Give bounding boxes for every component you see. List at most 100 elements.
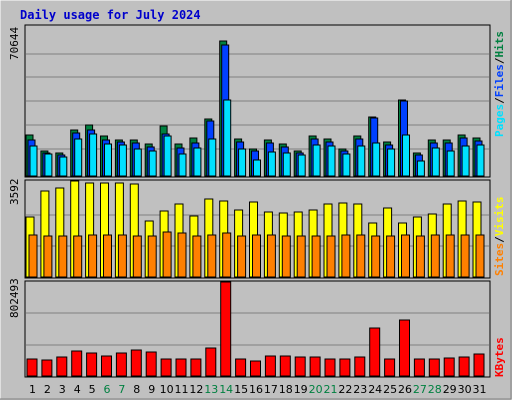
xtick-label: 9 [148,383,155,396]
bar-pages [44,153,53,177]
bar-kbytes [115,352,127,377]
bar-sites [445,234,455,278]
xtick-label: 24 [368,383,382,396]
bar-kbytes [56,356,68,377]
xtick-label: 5 [89,383,96,396]
bar-pages [402,134,410,177]
bar-kbytes [369,327,381,377]
bar-sites [356,234,366,278]
xtick-label: 4 [74,383,81,396]
xtick-label: 14 [219,383,233,396]
bar-kbytes [354,356,366,377]
bar-kbytes [264,355,276,377]
bar-sites [475,234,485,278]
legend-sites: Sites [493,243,506,276]
bar-pages [446,150,455,177]
bar-pages [312,144,321,177]
bar-kbytes [309,356,321,377]
bar-pages [431,147,440,177]
bar-pages [193,147,202,177]
bar-kbytes [279,355,291,377]
ytick-label-middle: 3592 [8,179,21,206]
bar-kbytes [473,353,485,377]
xtick-label: 10 [160,383,174,396]
bar-kbytes [26,358,38,377]
bar-sites [117,234,127,278]
xtick-label: 12 [189,383,203,396]
bar-sites [177,232,187,278]
bar-kbytes [101,355,112,377]
xtick-label: 25 [383,383,397,396]
bar-sites [222,232,232,278]
bar-sites [207,234,217,278]
legend-pages: Pages [493,104,506,137]
bar-kbytes [458,356,470,377]
bar-pages [133,148,142,177]
xtick-label: 15 [234,383,248,396]
legend-files: Files [493,64,506,97]
bar-kbytes [339,358,351,377]
bar-sites [73,235,83,278]
xtick-label: 28 [428,383,442,396]
bar-kbytes [384,358,396,377]
bar-pages [208,138,217,177]
bar-kbytes [71,350,83,377]
legend-kbytes: KBytes [493,337,506,377]
bar-kbytes [220,281,232,377]
xtick-label: 30 [458,383,472,396]
xtick-label: 6 [104,383,111,396]
xtick-label: 1 [29,383,36,396]
bar-sites [341,234,351,278]
bar-sites [386,235,396,278]
xtick-label: 16 [249,383,263,396]
xtick-label: 18 [279,383,293,396]
xtick-label: 22 [338,383,352,396]
bar-sites [43,235,53,278]
bar-pages [223,99,232,177]
bar-kbytes [428,358,440,377]
bar-sites [237,235,247,278]
legend-top: Pages/Files/Hits [493,31,506,137]
bar-pages [29,145,38,177]
bar-pages [327,145,336,177]
legend-visits: Visits [493,197,506,237]
bar-sites [371,235,381,278]
bar-pages [476,144,485,177]
legend-separator: / [493,97,506,104]
bar-sites [266,234,276,278]
bar-sites [132,235,142,278]
bar-pages [297,154,306,177]
legend-hits: Hits [493,31,506,58]
bar-pages [238,148,247,177]
bar-sites [296,235,306,278]
bar-kbytes [205,347,217,377]
xtick-label: 2 [44,383,51,396]
bar-kbytes [190,358,202,377]
bar-kbytes [294,356,306,377]
bar-pages [89,133,98,177]
bar-pages [148,150,157,177]
xtick-label: 27 [413,383,427,396]
bar-pages [357,145,366,177]
xtick-label: 21 [324,383,338,396]
bar-pages [461,145,470,177]
bar-kbytes [399,319,410,377]
xtick-label: 31 [473,383,487,396]
xtick-label: 20 [309,383,323,396]
bar-pages [178,153,187,177]
bar-sites [103,234,112,278]
xtick-label: 8 [133,383,140,396]
bar-pages [59,156,68,177]
bar-sites [415,235,425,278]
bar-pages [163,135,172,177]
bar-sites [326,235,336,278]
ytick-label-bottom: 802493 [8,278,21,318]
xtick-label: 11 [175,383,189,396]
xtick-label: 19 [294,383,308,396]
bar-sites [147,235,157,278]
bar-kbytes [130,349,142,377]
bar-kbytes [41,359,53,377]
legend-separator: / [493,236,506,243]
bar-kbytes [235,358,247,377]
